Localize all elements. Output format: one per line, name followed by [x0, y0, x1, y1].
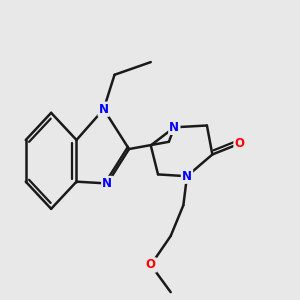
Text: O: O — [235, 137, 244, 150]
Text: N: N — [99, 103, 109, 116]
Text: N: N — [182, 170, 192, 183]
Text: N: N — [102, 177, 112, 190]
Text: N: N — [169, 121, 179, 134]
Text: O: O — [146, 259, 156, 272]
